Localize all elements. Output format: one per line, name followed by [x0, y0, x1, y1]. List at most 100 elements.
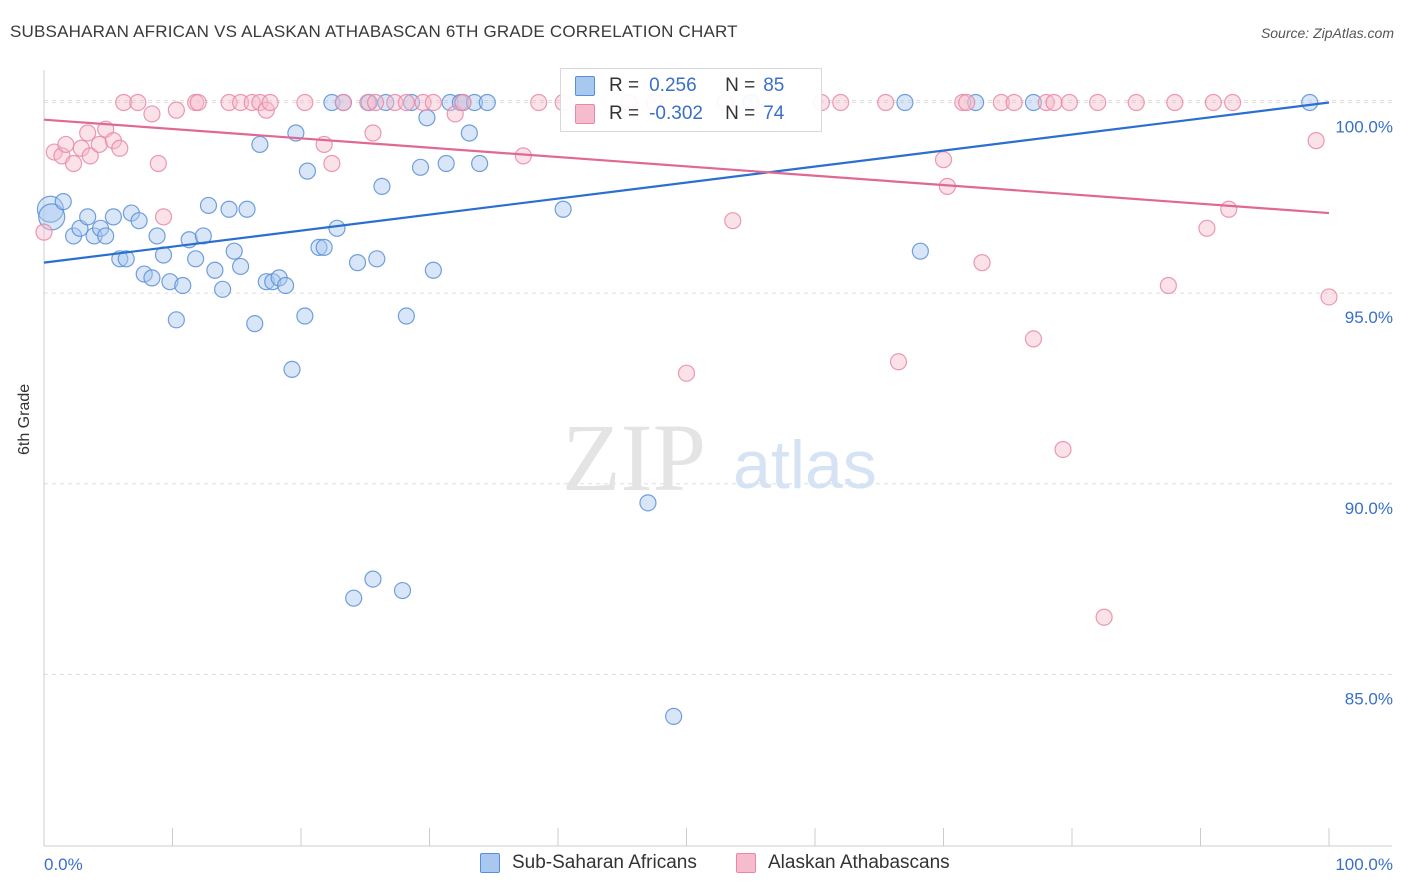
pink-point — [724, 212, 742, 230]
pink-point — [992, 93, 1010, 112]
legend-n-label: N = — [725, 75, 756, 96]
pink-point — [877, 93, 895, 112]
legend-r-value: -0.302 — [649, 103, 703, 124]
y-tick-label: 90.0% — [1345, 499, 1393, 518]
pink-point — [1224, 93, 1242, 112]
y-tick-label: 85.0% — [1345, 689, 1393, 708]
pink-point — [115, 93, 133, 112]
legend-r-value: 0.256 — [649, 75, 697, 96]
pink-point — [261, 93, 279, 112]
legend-r-label: R = — [609, 103, 640, 124]
pink-point — [90, 135, 108, 154]
correlation-legend: R = 0.256 N = 85 R = -0.302 N = 74 — [560, 68, 822, 132]
blue-point — [665, 707, 683, 725]
blue-point — [104, 208, 122, 226]
pink-point — [143, 105, 161, 123]
pink-point — [934, 151, 953, 169]
blue-point — [276, 276, 295, 295]
legend-row-pink: R = -0.302 N = 74 — [575, 102, 784, 126]
pink-point — [57, 135, 75, 154]
pink-point — [129, 93, 147, 112]
blue-point — [315, 238, 333, 256]
blue-point — [328, 219, 346, 237]
blue-point — [257, 273, 275, 291]
chart-title: SUBSAHARAN AFRICAN VS ALASKAN ATHABASCAN… — [10, 22, 738, 41]
legend-n-value: 85 — [763, 75, 785, 96]
blue-point — [220, 200, 238, 218]
pink-point — [1320, 288, 1338, 306]
blue-point — [411, 158, 430, 176]
pink-point — [1220, 200, 1238, 218]
axes — [43, 70, 1392, 847]
pink-point — [677, 364, 696, 382]
pink-point — [296, 93, 314, 112]
legend-swatch-blue — [575, 76, 595, 96]
blue-point — [97, 227, 115, 245]
pink-point — [530, 93, 548, 112]
blue-point — [310, 238, 328, 256]
pink-point — [154, 208, 173, 226]
legend-swatch-pink — [736, 853, 756, 873]
blue-point — [345, 589, 363, 607]
watermark: ZIP atlas — [562, 404, 877, 511]
pink-point — [1024, 330, 1043, 348]
blue-point — [251, 135, 269, 154]
blue-point — [206, 261, 224, 279]
legend-item-pink: Alaskan Athabascans — [736, 852, 950, 874]
pink-point — [79, 124, 97, 142]
blue-point — [238, 200, 256, 218]
blue-point — [79, 208, 97, 226]
legend-swatch-pink — [575, 104, 595, 124]
blue-point — [397, 307, 415, 325]
blue-point — [348, 254, 367, 272]
blue-point — [967, 93, 985, 112]
pink-point — [1204, 93, 1222, 112]
blue-point — [143, 269, 161, 287]
blue-point — [54, 193, 72, 211]
blue-trend-line — [43, 101, 1330, 264]
blue-point — [111, 250, 129, 268]
pink-point — [1159, 276, 1177, 295]
blue-point — [135, 265, 153, 283]
pink-point — [334, 93, 353, 112]
legend-label-pink: Alaskan Athabascans — [768, 852, 950, 873]
pink-point — [1095, 608, 1113, 626]
blue-point — [194, 227, 212, 245]
watermark-atlas: atlas — [733, 427, 877, 503]
blue-point — [418, 109, 436, 127]
blue-point — [1024, 93, 1043, 112]
source-label: Source: ZipAtlas.com — [1260, 25, 1394, 41]
blue-point — [393, 581, 412, 600]
pink-point — [1005, 93, 1023, 112]
blue-point — [187, 250, 205, 268]
blue-point — [364, 570, 382, 588]
y-axis-label: 6th Grade — [16, 383, 33, 455]
legend-label-blue: Sub-Saharan Africans — [512, 852, 697, 873]
legend-n-label: N = — [725, 103, 756, 124]
grid-lines — [44, 100, 1392, 675]
pink-point — [832, 93, 850, 112]
blue-point — [373, 177, 391, 195]
x-tick-label-max: 100.0% — [1335, 855, 1393, 874]
pink-point — [35, 223, 53, 241]
pink-point — [1054, 440, 1072, 459]
blue-point — [639, 494, 657, 512]
blue-point — [117, 250, 135, 268]
pink-point — [1127, 93, 1145, 112]
y-tick-label: 100.0% — [1335, 118, 1393, 137]
pink-point — [1307, 132, 1325, 150]
pink-point — [397, 93, 415, 112]
blue-point — [554, 200, 572, 218]
blue-point — [214, 280, 232, 298]
pink-point — [454, 93, 472, 112]
blue-point — [296, 307, 314, 325]
pink-point — [364, 124, 382, 142]
pink-point — [366, 93, 385, 112]
legend-row-blue: R = 0.256 N = 85 — [575, 74, 784, 98]
pink-point — [1060, 93, 1079, 112]
legend-r-label: R = — [609, 75, 640, 96]
blue-point — [896, 93, 914, 112]
pink-point — [64, 154, 83, 173]
blue-point — [225, 242, 243, 260]
